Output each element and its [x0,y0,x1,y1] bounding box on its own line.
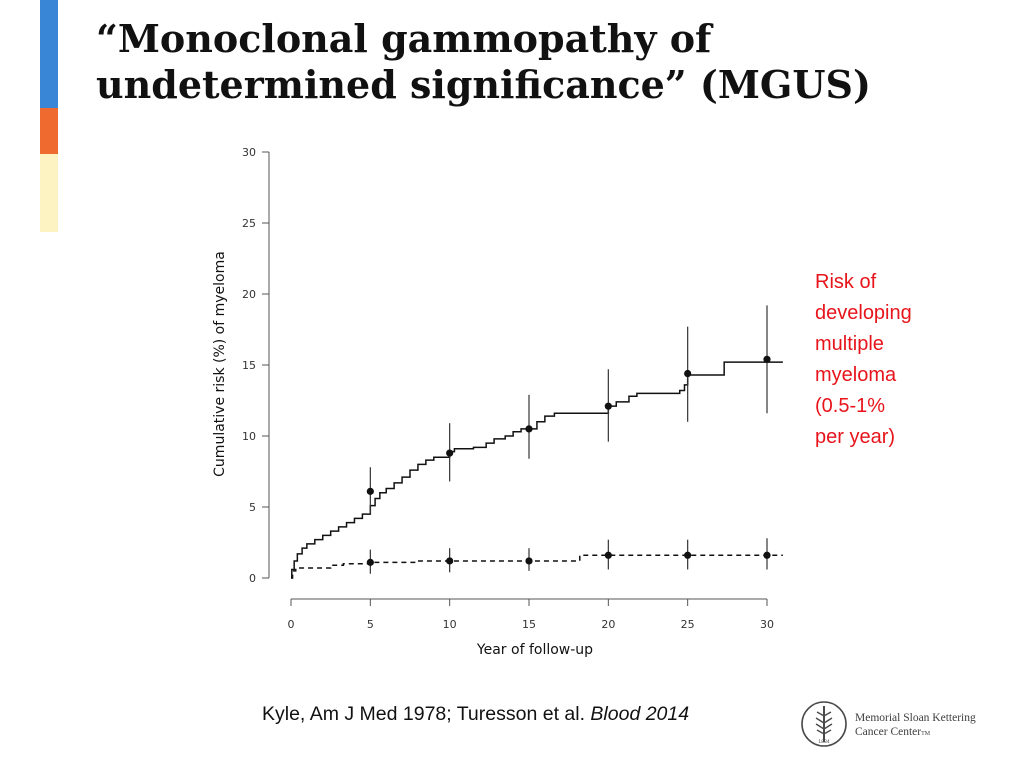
logo-line1: Memorial Sloan Kettering [855,712,976,724]
risk-note: Risk of developing multiple myeloma (0.5… [815,267,965,453]
msk-caduceus-icon: 1884 [801,701,847,747]
citation-journal: Blood 2014 [590,703,690,725]
x-tick-label: 30 [760,618,774,631]
data-point [446,449,454,457]
risk-note-line: (0.5-1% [815,395,886,417]
chart-axes: 0 5 10 15 20 25 30 0 5 10 15 20 25 30 [242,146,774,631]
data-point [366,558,374,566]
x-tick-label: 25 [681,618,695,631]
data-point [763,355,771,363]
data-point [763,551,771,559]
y-tick-label: 15 [242,359,256,372]
data-point [604,551,612,559]
accent-bar-blue [40,0,58,108]
risk-note-line: myeloma [815,364,897,386]
data-point [604,402,612,410]
citation: Kyle, Am J Med 1978; Turesson et al. Blo… [262,703,689,726]
data-point [684,369,692,378]
data-point [366,487,374,495]
control-risk-dashed-line [291,554,783,579]
data-point [684,551,692,559]
y-tick-label: 10 [242,430,256,443]
x-tick-label: 10 [443,618,457,631]
logo-line2: Cancer Center [855,726,922,738]
y-tick-label: 30 [242,146,256,159]
x-tick-label: 0 [288,618,295,631]
accent-bar-orange [40,108,58,154]
logo-year: 1884 [818,739,830,745]
logo-tm: TM [921,731,931,737]
slide-title-line2: undetermined significance” (MGUS) [96,62,871,107]
risk-note-line: Risk of [815,271,877,293]
logo-line2-row: Cancer CenterTM [855,725,1005,741]
logo-wordmark: Memorial Sloan Kettering Cancer CenterTM [855,711,1005,741]
risk-note-line: per year) [815,426,896,448]
x-tick-label: 20 [601,618,615,631]
citation-text: Kyle, Am J Med 1978; Turesson et al. [262,703,591,725]
slide-title: “Monoclonal gammopathy of undetermined s… [96,16,976,108]
x-axis-label: Year of follow-up [476,642,593,658]
y-tick-label: 0 [249,572,256,585]
data-point [525,557,533,565]
data-point [446,557,454,565]
msk-logo: 1884 Memorial Sloan Kettering Cancer Cen… [800,696,1000,754]
myeloma-risk-step-line [291,361,783,579]
y-axis-label: Cumulative risk (%) of myeloma [212,251,228,477]
risk-note-line: multiple [815,333,884,355]
y-tick-label: 25 [242,217,256,230]
x-tick-label: 15 [522,618,536,631]
accent-bar-yellow [40,154,58,232]
risk-note-line: developing [815,302,912,324]
y-tick-label: 20 [242,288,256,301]
slide-title-line1: “Monoclonal gammopathy of [96,16,712,61]
data-point [525,425,533,433]
y-tick-label: 5 [249,501,256,514]
x-tick-label: 5 [367,618,374,631]
chart-series [291,305,783,579]
